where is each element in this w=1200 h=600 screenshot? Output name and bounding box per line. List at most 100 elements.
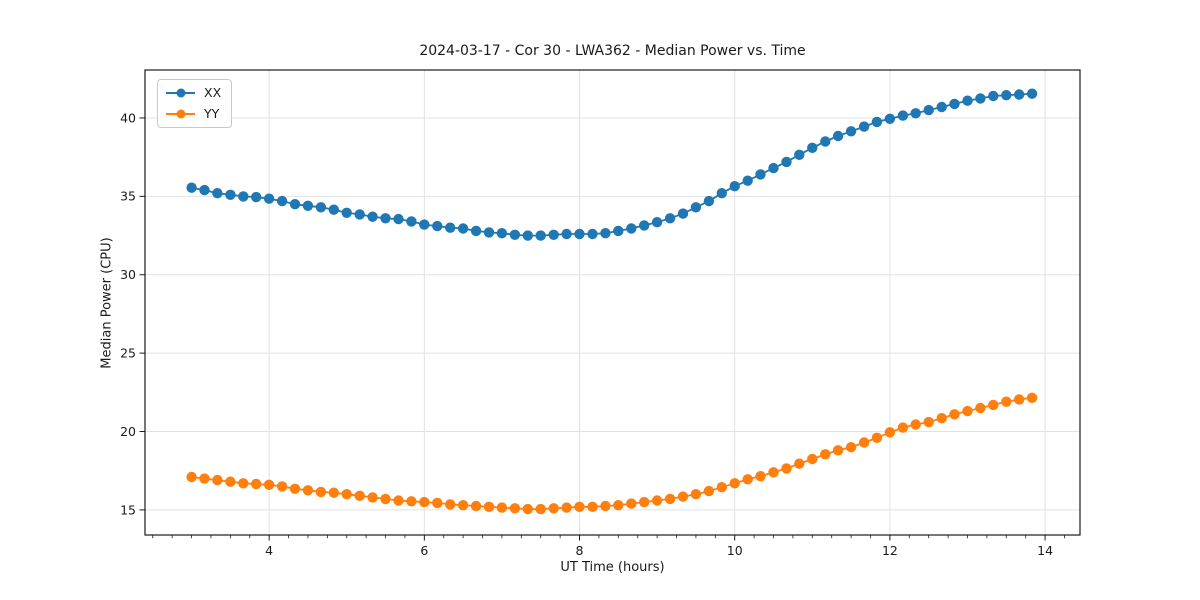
- data-point: [289, 483, 301, 494]
- data-point: [677, 491, 689, 502]
- data-point: [341, 207, 352, 218]
- data-point: [535, 503, 546, 515]
- data-point: [212, 188, 223, 199]
- data-point: [703, 485, 715, 497]
- data-point: [341, 489, 352, 500]
- data-point: [445, 222, 456, 233]
- data-point: [225, 476, 236, 487]
- data-point: [393, 495, 404, 506]
- data-point: [923, 416, 934, 428]
- data-point: [522, 503, 533, 515]
- data-point: [354, 490, 365, 501]
- data-point: [936, 101, 947, 113]
- data-point: [225, 189, 236, 200]
- data-point: [302, 200, 314, 211]
- data-point: [716, 482, 727, 493]
- data-point: [807, 142, 818, 153]
- y-tick-label: 30: [120, 267, 136, 282]
- x-tick-label: 12: [882, 543, 898, 558]
- data-point: [962, 95, 973, 106]
- data-point: [923, 104, 934, 116]
- data-point: [742, 474, 753, 485]
- x-tick-label: 6: [420, 543, 428, 558]
- data-point: [626, 498, 637, 509]
- data-point: [509, 229, 521, 240]
- data-point: [794, 458, 805, 469]
- data-point: [910, 108, 921, 119]
- data-point: [677, 208, 689, 219]
- y-tick-label: 15: [120, 502, 136, 517]
- data-point: [251, 478, 262, 490]
- data-point: [871, 432, 883, 443]
- data-point: [367, 211, 378, 222]
- data-point: [574, 501, 585, 512]
- data-point: [1026, 392, 1038, 403]
- data-point: [820, 449, 831, 460]
- x-tick-label: 14: [1037, 543, 1053, 558]
- legend-entry-xx: XX: [166, 84, 221, 102]
- data-point: [613, 225, 624, 237]
- data-point: [432, 220, 443, 232]
- axes-frame: [144, 69, 1081, 536]
- data-point: [651, 217, 663, 228]
- data-point: [703, 195, 715, 207]
- data-point: [962, 405, 973, 417]
- data-point: [871, 116, 883, 128]
- data-point: [406, 216, 417, 227]
- data-point: [755, 471, 766, 482]
- legend-marker-dot-yy: [176, 109, 185, 119]
- data-point: [587, 501, 598, 512]
- data-point: [289, 199, 301, 210]
- data-point: [302, 485, 314, 496]
- data-point: [768, 467, 779, 478]
- data-point: [832, 445, 844, 456]
- data-point: [600, 228, 611, 239]
- data-point: [690, 489, 702, 500]
- data-point: [393, 213, 404, 225]
- legend: XX YY: [157, 79, 233, 128]
- data-point: [251, 191, 262, 203]
- data-point: [716, 188, 727, 199]
- data-point: [884, 427, 896, 438]
- legend-line-swatch-yy: [166, 109, 195, 119]
- data-point: [845, 442, 857, 453]
- data-point: [354, 209, 365, 220]
- data-point: [988, 399, 999, 411]
- data-point: [367, 492, 378, 503]
- data-point: [457, 500, 469, 511]
- data-point: [651, 495, 663, 506]
- data-point: [845, 126, 857, 137]
- data-point: [522, 230, 533, 241]
- legend-entry-yy: YY: [166, 105, 221, 123]
- data-point: [949, 409, 960, 420]
- data-point: [470, 500, 482, 512]
- data-point: [561, 228, 572, 240]
- data-point: [212, 474, 223, 486]
- data-point: [496, 228, 508, 239]
- data-point: [794, 149, 805, 160]
- y-tick-label: 20: [120, 424, 136, 439]
- data-point: [897, 422, 909, 433]
- data-point: [781, 156, 792, 168]
- x-tick-label: 4: [265, 543, 273, 558]
- data-point: [548, 229, 559, 240]
- data-point: [186, 182, 197, 193]
- data-point: [807, 453, 818, 465]
- data-point: [328, 204, 339, 215]
- data-point: [470, 225, 482, 237]
- data-point: [600, 500, 611, 512]
- data-point: [820, 136, 831, 147]
- data-point: [1001, 396, 1012, 407]
- data-point: [975, 93, 986, 104]
- data-point: [445, 499, 456, 510]
- data-point: [988, 90, 999, 102]
- data-point: [199, 184, 210, 196]
- data-point: [432, 497, 443, 509]
- data-point: [509, 503, 521, 514]
- data-point: [742, 175, 753, 186]
- data-point: [587, 228, 598, 240]
- data-point: [897, 110, 909, 121]
- data-point: [457, 223, 469, 234]
- data-point: [238, 478, 249, 489]
